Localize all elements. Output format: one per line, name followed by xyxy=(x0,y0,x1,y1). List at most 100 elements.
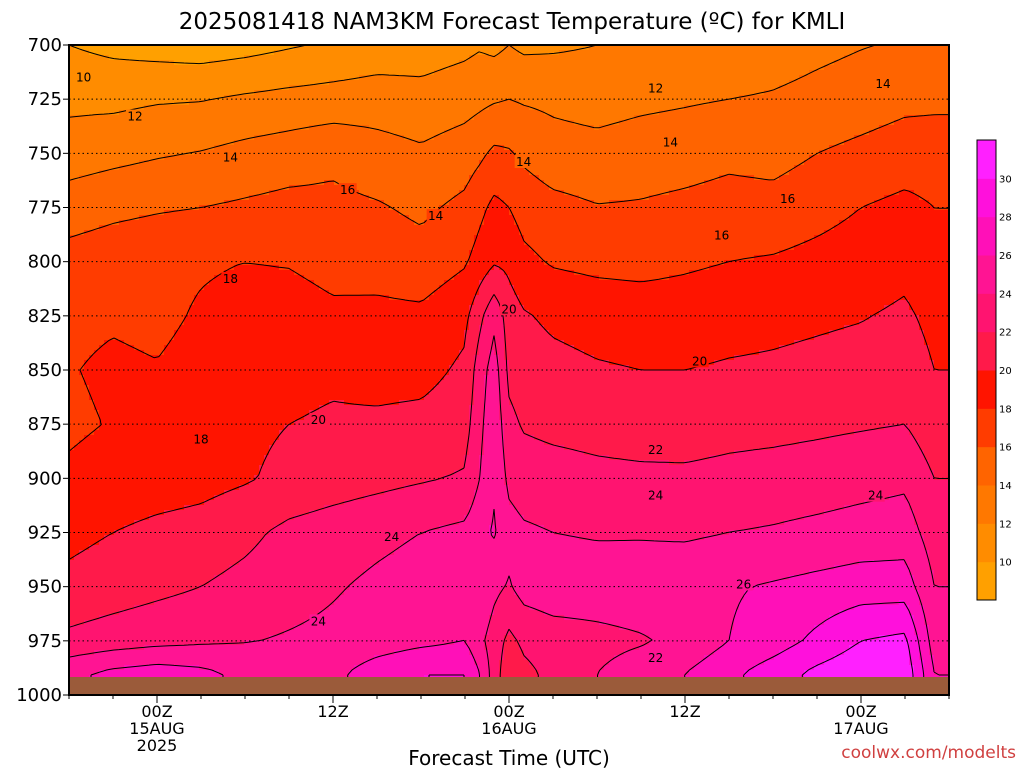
temperature-cell xyxy=(154,125,160,131)
temperature-cell xyxy=(814,150,820,156)
temperature-cell xyxy=(604,90,610,96)
temperature-cell xyxy=(684,95,690,101)
temperature-cell xyxy=(554,150,560,156)
temperature-cell xyxy=(309,115,315,121)
temperature-cell xyxy=(314,80,320,86)
temperature-cell xyxy=(384,160,390,166)
temperature-cell xyxy=(144,175,150,181)
temperature-cell xyxy=(779,45,785,51)
temperature-cell xyxy=(529,60,535,66)
temperature-cell xyxy=(634,110,640,116)
temperature-cell xyxy=(844,110,850,116)
temperature-cell xyxy=(619,115,625,121)
temperature-cell xyxy=(439,75,445,81)
temperature-cell xyxy=(284,55,290,61)
temperature-cell xyxy=(619,130,625,136)
temperature-cell xyxy=(429,45,435,51)
temperature-cell xyxy=(154,70,160,76)
temperature-cell xyxy=(269,145,275,151)
temperature-cell xyxy=(539,90,545,96)
temperature-cell xyxy=(464,145,470,151)
temperature-cell xyxy=(764,165,770,171)
temperature-cell xyxy=(79,45,85,51)
temperature-cell xyxy=(904,130,910,136)
temperature-cell xyxy=(799,180,805,186)
temperature-cell xyxy=(834,45,840,51)
temperature-cell xyxy=(79,165,85,171)
temperature-cell xyxy=(859,175,865,181)
temperature-cell xyxy=(429,85,435,91)
temperature-cell xyxy=(319,185,325,191)
temperature-cell xyxy=(694,70,700,76)
temperature-cell xyxy=(169,180,175,186)
temperature-cell xyxy=(459,85,465,91)
temperature-cell xyxy=(889,115,895,121)
temperature-cell xyxy=(384,45,390,51)
temperature-cell xyxy=(559,165,565,171)
temperature-cell xyxy=(649,95,655,101)
temperature-cell xyxy=(229,170,235,176)
temperature-cell xyxy=(369,50,375,56)
temperature-cell xyxy=(944,135,950,141)
temperature-cell xyxy=(639,135,645,141)
temperature-cell xyxy=(134,65,140,71)
temperature-cell xyxy=(574,90,580,96)
temperature-cell xyxy=(264,110,270,116)
temperature-cell xyxy=(324,160,330,166)
temperature-cell xyxy=(114,180,120,186)
temperature-cell xyxy=(329,140,335,146)
temperature-cell xyxy=(629,115,635,121)
temperature-cell xyxy=(79,120,85,126)
temperature-cell xyxy=(809,125,815,131)
temperature-cell xyxy=(789,60,795,66)
temperature-cell xyxy=(459,45,465,51)
temperature-cell xyxy=(519,130,525,136)
temperature-cell xyxy=(884,95,890,101)
temperature-cell xyxy=(594,55,600,61)
temperature-cell xyxy=(94,80,100,86)
temperature-cell xyxy=(659,115,665,121)
temperature-cell xyxy=(234,135,240,141)
temperature-cell xyxy=(309,95,315,101)
temperature-cell xyxy=(844,85,850,91)
temperature-cell xyxy=(294,65,300,71)
temperature-cell xyxy=(144,65,150,71)
temperature-cell xyxy=(724,110,730,116)
temperature-cell xyxy=(909,65,915,71)
temperature-cell xyxy=(264,165,270,171)
temperature-cell xyxy=(504,55,510,61)
temperature-cell xyxy=(109,180,115,186)
temperature-cell xyxy=(754,115,760,121)
temperature-cell xyxy=(229,105,235,111)
temperature-cell xyxy=(319,150,325,156)
temperature-cell xyxy=(474,170,480,176)
temperature-cell xyxy=(769,90,775,96)
temperature-cell xyxy=(234,110,240,116)
temperature-cell xyxy=(149,75,155,81)
temperature-cell xyxy=(629,95,635,101)
temperature-cell xyxy=(394,95,400,101)
temperature-cell xyxy=(904,75,910,81)
temperature-cell xyxy=(499,60,505,66)
temperature-cell xyxy=(349,110,355,116)
temperature-cell xyxy=(629,175,635,181)
temperature-cell xyxy=(409,150,415,156)
temperature-cell xyxy=(469,160,475,166)
temperature-cell xyxy=(249,65,255,71)
temperature-cell xyxy=(424,75,430,81)
temperature-cell xyxy=(669,180,675,186)
temperature-cell xyxy=(689,120,695,126)
temperature-cell xyxy=(259,55,265,61)
temperature-cell xyxy=(439,120,445,126)
temperature-cell xyxy=(254,125,260,131)
temperature-cell xyxy=(744,140,750,146)
temperature-cell xyxy=(779,155,785,161)
temperature-cell xyxy=(819,135,825,141)
temperature-cell xyxy=(684,145,690,151)
temperature-cell xyxy=(239,80,245,86)
temperature-cell xyxy=(394,80,400,86)
temperature-cell xyxy=(889,70,895,76)
temperature-cell xyxy=(239,65,245,71)
temperature-cell xyxy=(534,160,540,166)
temperature-cell xyxy=(619,80,625,86)
